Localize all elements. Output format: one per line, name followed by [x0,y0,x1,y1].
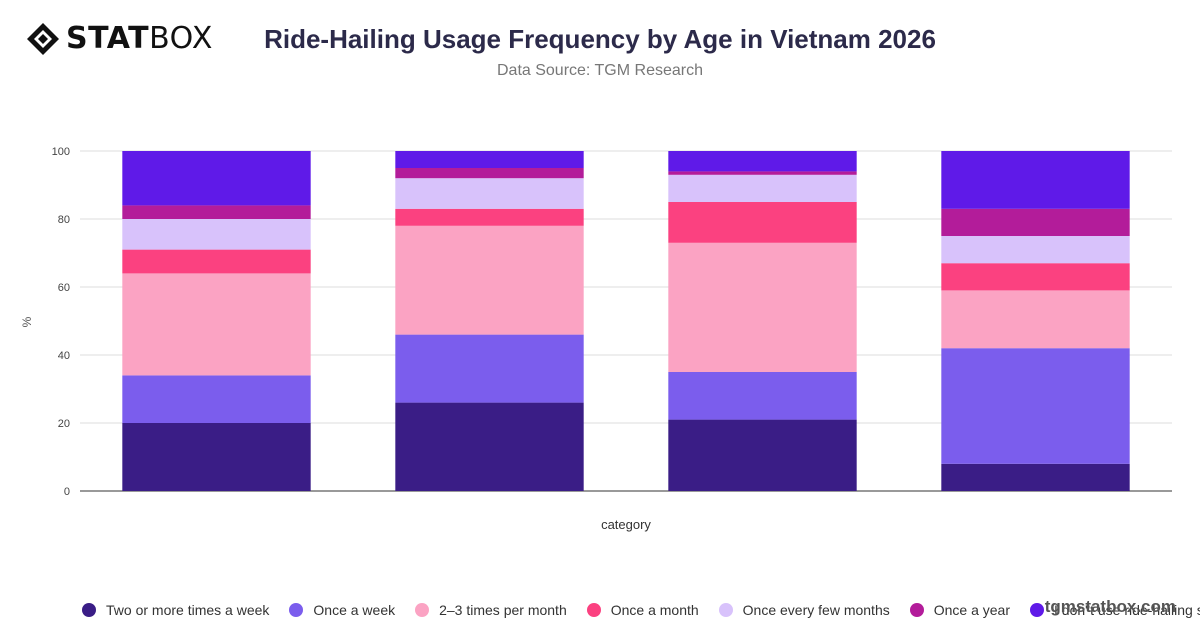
legend-label: 2–3 times per month [439,602,567,618]
bar-segment[interactable] [122,249,311,274]
bar-segment[interactable] [395,168,584,179]
bar-segment[interactable] [941,263,1130,291]
legend-label: Once a month [610,602,699,618]
bar-segment[interactable] [395,178,584,209]
x-axis-label: category [601,517,651,532]
bar-segment[interactable] [941,151,1130,209]
y-tick-label: 20 [58,418,70,430]
chart-subtitle: Data Source: TGM Research [496,62,703,79]
bar-segment[interactable] [122,151,311,206]
y-tick-label: 0 [64,486,70,498]
legend-label: Once a year [933,602,1010,618]
bar-segment[interactable] [395,225,584,335]
legend-item[interactable]: Two or more times a week [82,602,269,618]
bar-segment[interactable] [941,290,1130,349]
brand-name: STATBOX [66,24,213,54]
bar-segment[interactable] [668,202,857,243]
bar-segment[interactable] [395,208,584,226]
bar-segment[interactable] [395,334,584,403]
legend-item[interactable]: I don"t use ride-hailing services [1030,602,1200,618]
bar-segment[interactable] [668,419,857,491]
legend-label: I don"t use ride-hailing services [1054,602,1200,618]
legend-swatch [415,603,430,617]
legend-swatch [586,603,601,617]
bar-segment[interactable] [941,208,1130,236]
brand-name-strong: STAT [66,21,150,56]
chart-title: Ride-Hailing Usage Frequency by Age in V… [264,24,936,54]
legend-item[interactable]: Once a month [586,602,699,618]
legend-swatch [909,603,924,617]
bar-segment[interactable] [668,151,857,172]
bar-segment[interactable] [122,219,311,250]
y-tick-label: 80 [58,214,70,226]
bar-segment[interactable] [668,372,857,420]
y-tick-label: 40 [58,350,70,362]
bar-segment[interactable] [668,242,857,372]
brand-name-light: BOX [149,21,213,56]
legend-item[interactable]: Once a week [289,602,395,618]
legend-item[interactable]: Once every few months [718,602,890,618]
legend-swatch [289,603,304,617]
bar-segment[interactable] [395,402,584,491]
legend-label: Two or more times a week [106,602,270,618]
legend-swatch [718,603,733,617]
bar-segment[interactable] [122,205,311,219]
bar-segment[interactable] [668,171,857,175]
bar-segment[interactable] [941,236,1130,264]
bar-segment[interactable] [941,348,1130,464]
legend-item[interactable]: 2–3 times per month [415,602,567,618]
y-tick-label: 100 [52,146,70,158]
bar-segment[interactable] [395,151,584,168]
axes: 0 20 40 60 80 100 [52,146,70,498]
bar-segment[interactable] [122,423,311,491]
legend-label: Once every few months [742,602,890,618]
bar-segment[interactable] [668,174,857,202]
watermark: tgmstatbox.com [1044,597,1176,616]
brand-logo: STATBOX [26,22,213,56]
legend-swatch [82,603,96,617]
bar-segment[interactable] [122,273,311,376]
bars [122,151,1130,491]
bar-segment[interactable] [122,375,311,423]
legend-label: Once a week [313,602,396,618]
legend-item[interactable]: Once a year [909,602,1010,618]
y-tick-label: 60 [58,282,70,294]
legend-swatch [1030,603,1044,617]
y-axis-label: % [20,316,34,327]
chart-legend: Two or more times a week Once a week 2–3 t… [82,602,1200,618]
diamond-logo-icon [27,23,59,55]
bar-segment[interactable] [941,463,1130,491]
